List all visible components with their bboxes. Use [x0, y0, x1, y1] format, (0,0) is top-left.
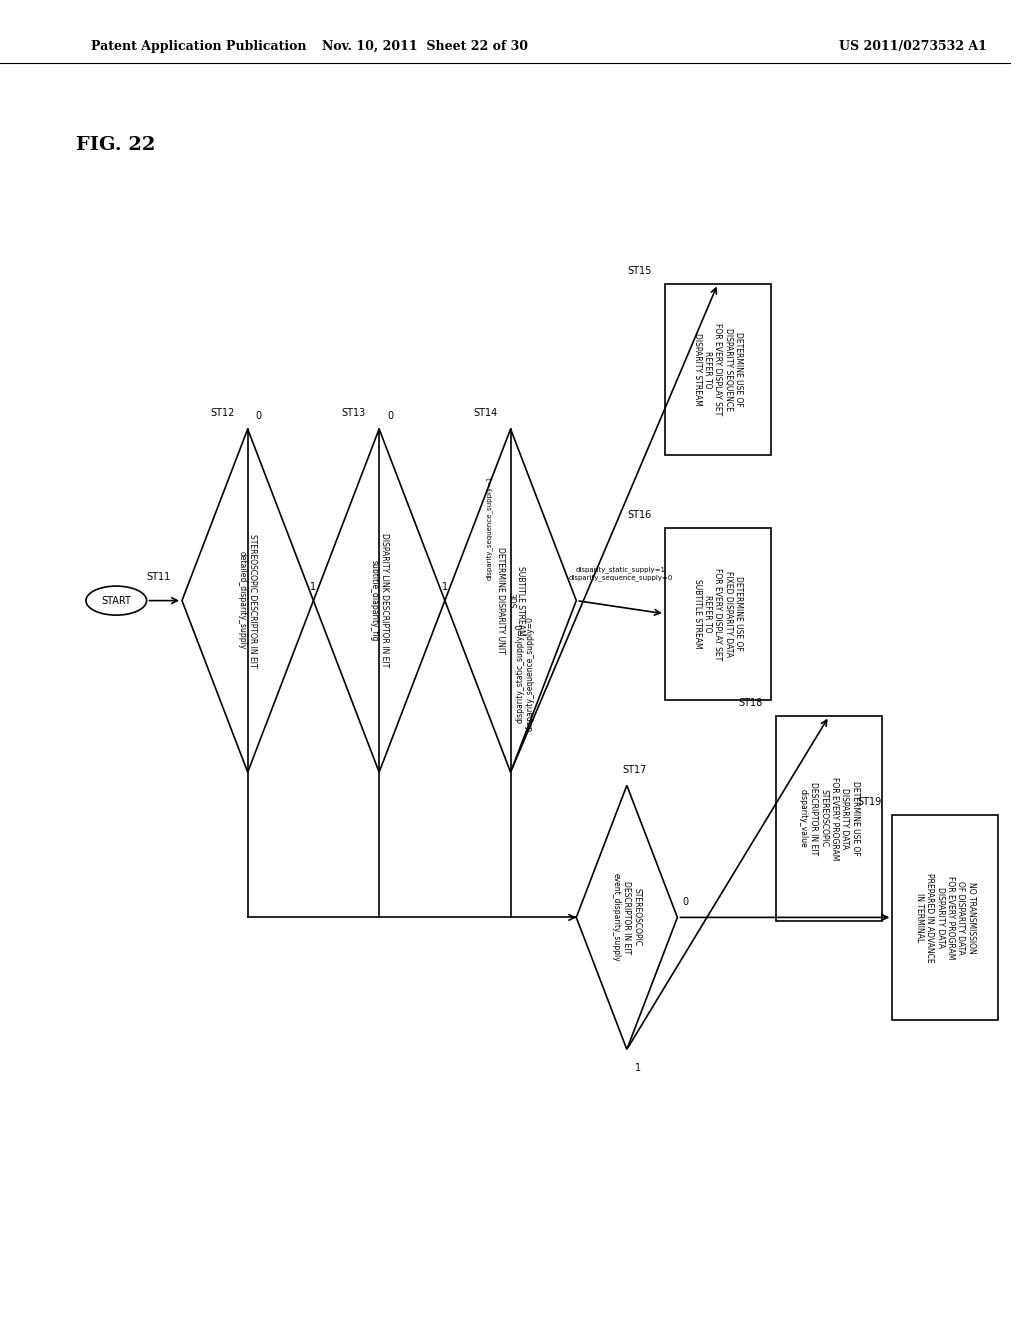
Bar: [665, 528, 771, 700]
Text: Patent Application Publication: Patent Application Publication: [91, 40, 306, 53]
Bar: [776, 715, 882, 921]
Text: 0: 0: [387, 411, 393, 421]
Text: STEREOSCOPIC
DESCRIPTOR IN EIT
event_disparity_supply: STEREOSCOPIC DESCRIPTOR IN EIT event_dis…: [612, 873, 642, 962]
Text: DETERMINE USE OF
FIXED DISPARITY DATA
FOR EVERY DISPLAY SET
REFER TO
SUBTITLE ST: DETERMINE USE OF FIXED DISPARITY DATA FO…: [692, 568, 743, 660]
Text: 0: 0: [256, 411, 262, 421]
Text: disparity_static_supply=1
disparity_sequence_supply=0: disparity_static_supply=1 disparity_sequ…: [568, 566, 673, 581]
Text: ST17: ST17: [623, 764, 647, 775]
Text: ST12: ST12: [210, 408, 234, 418]
Text: 0: 0: [682, 896, 688, 907]
Text: SUBTITLE STREAM
3DS
DETERMINE DISPARITY UNIT: SUBTITLE STREAM 3DS DETERMINE DISPARITY …: [496, 548, 525, 653]
Text: FIG. 22: FIG. 22: [76, 136, 156, 154]
Text: 1: 1: [635, 1063, 641, 1073]
Text: 1: 1: [310, 582, 316, 593]
Text: ST19: ST19: [858, 797, 882, 807]
Text: DETERMINE USE OF
DISPARITY DATA
FOR EVERY PROGRAM
STEREOSCOPIC
DESCRIPTOR IN EIT: DETERMINE USE OF DISPARITY DATA FOR EVER…: [799, 776, 859, 861]
Text: disparity_sequence_supply=1: disparity_sequence_supply=1: [485, 475, 493, 581]
Bar: [892, 816, 998, 1020]
Text: 1: 1: [441, 582, 447, 593]
Text: STEREOSCOPIC DESCRIPTOR IN EIT
detailed_disparity_supply: STEREOSCOPIC DESCRIPTOR IN EIT detailed_…: [238, 533, 257, 668]
Text: DISPARITY LINK DESCRIPTOR IN EIT
subtitle_diaparity_flg: DISPARITY LINK DESCRIPTOR IN EIT subtitl…: [370, 533, 389, 668]
Text: ST15: ST15: [628, 265, 651, 276]
Text: Nov. 10, 2011  Sheet 22 of 30: Nov. 10, 2011 Sheet 22 of 30: [322, 40, 527, 53]
Text: disparity_static_supply=0
disparity_sequence_supply=0: disparity_static_supply=0 disparity_sequ…: [516, 615, 535, 731]
Bar: [665, 284, 771, 455]
Text: NO TRANSMISSION
OF DISPARITY DATA
FOR EVERY PROGRAM
DISPARITY DATA
PREPARED IN A: NO TRANSMISSION OF DISPARITY DATA FOR EV…: [914, 873, 976, 962]
Text: US 2011/0273532 A1: US 2011/0273532 A1: [839, 40, 987, 53]
Text: ST14: ST14: [473, 408, 498, 418]
Text: ST16: ST16: [628, 510, 651, 520]
Text: ST18: ST18: [738, 698, 763, 708]
Text: ST13: ST13: [342, 408, 366, 418]
Text: ST11: ST11: [146, 572, 171, 582]
Text: DETERMINE USE OF
DISPARITY SEQUENCE
FOR EVERY DISPLAY SET
REFER TO
DISPARITY STR: DETERMINE USE OF DISPARITY SEQUENCE FOR …: [692, 323, 743, 416]
Text: START: START: [101, 595, 131, 606]
